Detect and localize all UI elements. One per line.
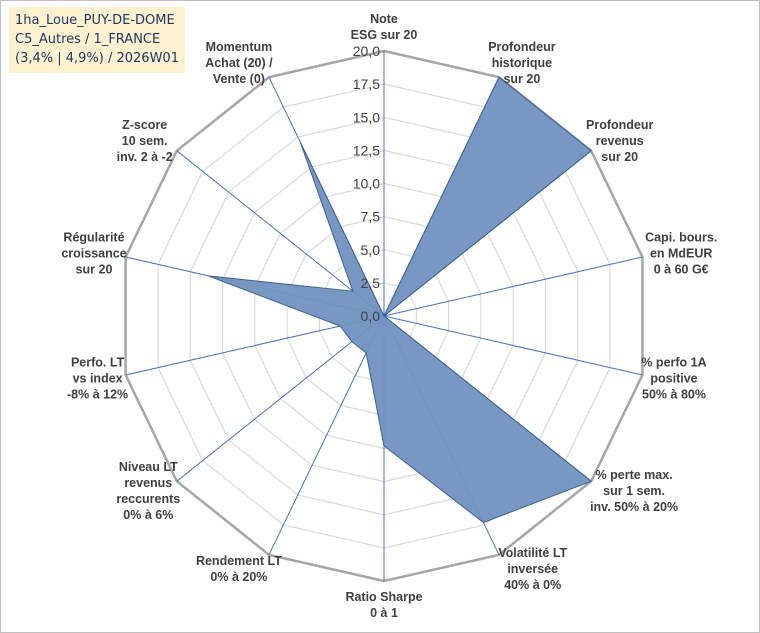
tick-label: 10,0 bbox=[353, 176, 380, 192]
axis-label: Z-score 10 sem. inv. 2 à -2 bbox=[117, 118, 173, 164]
axis-spoke bbox=[176, 315, 385, 482]
axis-label: Volatilité LT inversée 40% à 0% bbox=[498, 546, 567, 592]
tick-label: 7,5 bbox=[361, 209, 381, 225]
chart-title-line: 1ha_Loue_PUY-DE-DOME bbox=[15, 13, 175, 28]
tick-label: 20,0 bbox=[353, 43, 380, 59]
tick-label: 12,5 bbox=[353, 142, 380, 158]
chart-title-box: 1ha_Loue_PUY-DE-DOME C5_Autres / 1_FRANC… bbox=[9, 7, 185, 73]
axis-label-layer: Note ESG sur 20 Profondeur historique sur 20… bbox=[61, 12, 717, 620]
axis-label: Note ESG sur 20 bbox=[351, 12, 418, 42]
axis-label: Régularité croissance sur 20 bbox=[61, 231, 126, 277]
axis-label: % perfo 1A positive 50% à 80% bbox=[641, 356, 706, 402]
tick-label: 5,0 bbox=[361, 242, 381, 258]
tick-label: 0,0 bbox=[361, 308, 381, 324]
tick-label: 15,0 bbox=[353, 109, 380, 125]
axis-spoke bbox=[383, 256, 643, 317]
axis-spoke bbox=[176, 150, 385, 317]
series-area bbox=[208, 76, 593, 524]
axis-label: Profondeur historique sur 20 bbox=[488, 40, 555, 86]
axis-label: Capi. bours. en MdEUR 0 à 60 G€ bbox=[645, 231, 717, 277]
axis-spoke bbox=[268, 315, 385, 556]
axis-label: Perfo. LT vs index -8% à 12% bbox=[67, 356, 128, 402]
axis-label: Ratio Sharpe 0 à 1 bbox=[345, 590, 422, 620]
chart-title-line: C5_Autres / 1_FRANCE bbox=[15, 32, 161, 47]
axis-label: % perte max. sur 1 sem. inv. 50% à 20% bbox=[590, 468, 678, 514]
tick-layer: 0,0 2,5 5,0 7,5 10,0 12,5 15,0 17,5 20,0 bbox=[353, 43, 380, 324]
axis-label: Momentum Achat (20) / Vente (0) bbox=[205, 40, 273, 86]
axis-spoke bbox=[383, 315, 643, 376]
chart-title-line: (3,4% | 4,9%) / 2026W01 bbox=[15, 51, 179, 66]
axis-label: Profondeur revenus sur 20 bbox=[586, 118, 653, 164]
tick-label: 17,5 bbox=[353, 76, 380, 92]
axis-label: Niveau LT revenus reccurents 0% à 6% bbox=[116, 460, 180, 522]
axis-label: Rendement LT 0% à 20% bbox=[196, 554, 282, 584]
series-layer bbox=[208, 76, 593, 524]
tick-label: 2,5 bbox=[361, 275, 381, 291]
